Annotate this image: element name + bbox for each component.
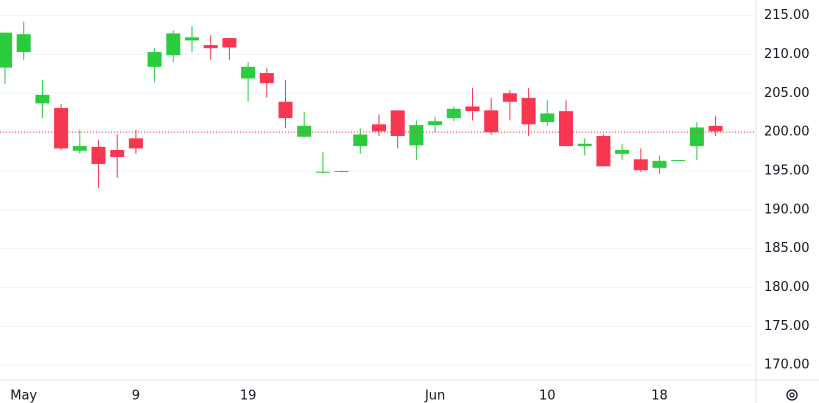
candle-body bbox=[521, 97, 536, 125]
y-tick-label: 195.00 bbox=[764, 163, 810, 178]
candle-body bbox=[16, 34, 31, 53]
candle-body bbox=[91, 146, 106, 164]
candle-body bbox=[652, 160, 667, 168]
x-tick-label: 19 bbox=[240, 389, 257, 403]
x-tick-label: 9 bbox=[132, 389, 140, 403]
candle-body bbox=[315, 171, 330, 173]
candle-body bbox=[185, 37, 199, 41]
candle-body bbox=[577, 143, 592, 147]
candle-body bbox=[166, 33, 181, 56]
x-tick-label: Jun bbox=[424, 389, 445, 403]
candle-body bbox=[110, 149, 125, 157]
candle-body bbox=[633, 159, 648, 171]
candle-body bbox=[540, 113, 555, 123]
y-tick-label: 170.00 bbox=[764, 358, 810, 373]
plot: 170.00 175.00 180.00 185.00 190.00 195.00 200.… bbox=[0, 8, 810, 403]
y-tick-label: 185.00 bbox=[764, 241, 810, 256]
candle-body bbox=[0, 32, 12, 68]
y-tick-label: 205.00 bbox=[764, 86, 810, 101]
candle-body bbox=[128, 138, 143, 149]
x-tick-label: 18 bbox=[651, 389, 668, 403]
y-tick-label: 200.00 bbox=[764, 125, 810, 140]
gear bbox=[786, 389, 798, 401]
candle-body bbox=[222, 38, 237, 48]
candle-body bbox=[559, 111, 573, 147]
candle-body bbox=[334, 170, 349, 172]
candle-body bbox=[147, 52, 162, 67]
candle-body bbox=[35, 94, 50, 104]
candle-body bbox=[241, 66, 256, 79]
candle-body bbox=[409, 125, 424, 146]
candle-body bbox=[689, 127, 704, 147]
candle-body bbox=[390, 110, 405, 136]
candle-body bbox=[596, 135, 611, 167]
x-tick-label: 10 bbox=[539, 389, 556, 403]
settings-icon[interactable] bbox=[786, 389, 798, 401]
candle-body bbox=[203, 45, 218, 49]
candle-body bbox=[708, 125, 723, 132]
candle-body bbox=[259, 73, 274, 84]
candle-body bbox=[54, 108, 69, 149]
candle-body bbox=[72, 146, 87, 151]
candle-body bbox=[278, 101, 293, 119]
y-tick-label: 215.00 bbox=[764, 8, 810, 23]
candle-body bbox=[353, 134, 368, 147]
y-tick-label: 190.00 bbox=[764, 202, 810, 217]
candle-body bbox=[428, 121, 443, 126]
candle-body bbox=[502, 93, 517, 102]
candle-body bbox=[671, 160, 686, 162]
y-tick-label: 175.00 bbox=[764, 319, 810, 334]
y-tick-label: 180.00 bbox=[764, 280, 810, 295]
x-tick-label: May bbox=[10, 389, 37, 403]
candle-body bbox=[465, 106, 480, 112]
gear-hub bbox=[789, 392, 795, 398]
y-tick-label: 210.00 bbox=[764, 47, 810, 62]
candle-body bbox=[297, 125, 312, 137]
candle-body bbox=[372, 124, 386, 132]
candle-body bbox=[484, 110, 499, 133]
candle-body bbox=[615, 149, 630, 154]
candle-body bbox=[446, 108, 461, 119]
